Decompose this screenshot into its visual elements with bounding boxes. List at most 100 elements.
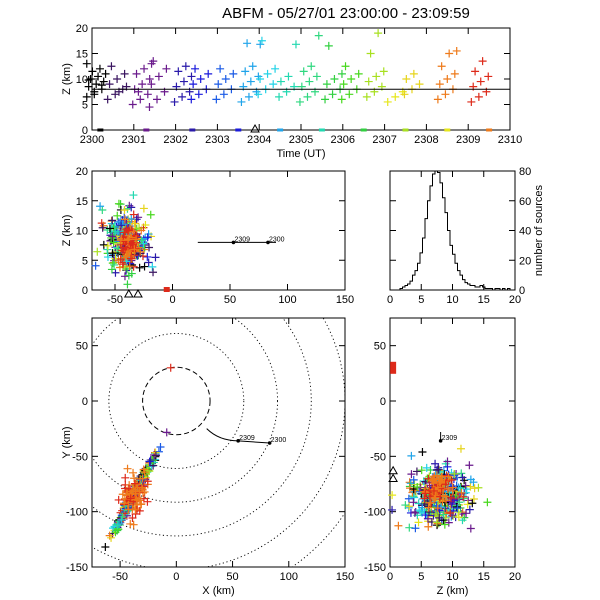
source-point	[162, 428, 171, 437]
source-point	[132, 495, 141, 504]
source-point	[409, 498, 418, 507]
station-marker	[123, 288, 134, 298]
source-point	[391, 92, 400, 101]
source-point	[410, 493, 419, 502]
source-point	[130, 474, 139, 483]
source-point	[330, 75, 339, 83]
source-point	[135, 487, 144, 496]
source-point	[113, 75, 122, 83]
source-point	[405, 484, 414, 493]
source-point	[422, 463, 431, 472]
source-point	[394, 521, 403, 530]
source-point	[388, 505, 397, 514]
source-point	[337, 95, 346, 104]
source-point	[454, 507, 463, 516]
plot-frame	[91, 317, 346, 568]
source-point	[383, 97, 392, 106]
source-point	[314, 31, 323, 40]
source-point	[271, 64, 280, 73]
source-point	[135, 506, 144, 515]
range-ring	[142, 366, 211, 436]
source-point	[221, 75, 230, 83]
source-point	[143, 233, 152, 242]
source-point	[97, 81, 106, 90]
source-point	[140, 262, 149, 271]
source-point	[174, 67, 183, 76]
source-point	[154, 72, 163, 81]
source-point	[105, 80, 114, 89]
x-tick-label: 2300	[80, 134, 104, 146]
station-marker	[133, 288, 143, 298]
source-point	[120, 228, 129, 237]
source-point	[189, 80, 198, 89]
track-point	[267, 441, 272, 445]
source-point	[244, 92, 253, 101]
track-point	[231, 240, 236, 245]
x-tick-label: 5	[418, 571, 424, 583]
source-point	[138, 488, 147, 497]
source-point	[117, 221, 126, 230]
source-point	[461, 481, 470, 490]
source-point	[194, 90, 203, 99]
source-point	[299, 67, 308, 76]
source-point	[114, 495, 123, 504]
source-point	[125, 262, 134, 271]
x-tick-label: 0	[387, 571, 393, 583]
range-ring	[92, 318, 278, 503]
source-point	[431, 510, 440, 519]
source-point	[476, 77, 485, 86]
source-point	[435, 513, 444, 522]
source-point	[129, 191, 138, 200]
x-tick-label: 2310	[498, 134, 522, 146]
source-point	[440, 520, 449, 529]
y-tick-label: 10	[76, 74, 88, 86]
source-point	[418, 448, 427, 457]
source-point	[404, 494, 413, 503]
y-tick-label: -100	[66, 507, 88, 519]
source-point	[105, 224, 114, 233]
source-point	[178, 92, 187, 101]
source-point	[92, 80, 101, 89]
x-tick-label: 2308	[414, 134, 438, 146]
y-tick-label: 15	[76, 49, 88, 61]
source-point	[162, 64, 171, 73]
source-point	[372, 72, 381, 81]
source-point	[128, 505, 137, 514]
station-marker	[388, 473, 398, 482]
source-point	[107, 533, 116, 542]
source-point	[140, 64, 149, 73]
track-label: 2300	[269, 236, 285, 243]
source-point	[430, 472, 439, 481]
source-point	[442, 471, 451, 480]
source-point	[107, 265, 116, 274]
source-point	[456, 484, 465, 493]
y-tick-label: 50	[374, 341, 386, 353]
source-point	[421, 489, 430, 498]
source-point	[424, 522, 433, 531]
source-point	[447, 493, 456, 502]
source-point	[407, 451, 416, 460]
source-point	[411, 507, 420, 516]
plot-frame	[389, 170, 516, 291]
source-point	[463, 500, 472, 509]
source-point	[118, 220, 127, 229]
source-point	[417, 507, 426, 516]
source-point	[131, 486, 140, 495]
source-point	[450, 69, 459, 78]
source-point	[415, 80, 424, 89]
source-point	[121, 473, 130, 482]
track-point	[236, 439, 240, 443]
source-point	[95, 64, 104, 73]
y-tick-label: 15	[76, 196, 88, 208]
source-point	[138, 474, 147, 483]
source-point	[457, 488, 466, 497]
y-tick-label: -50	[370, 451, 386, 463]
y-tick-label: 5	[82, 255, 88, 267]
source-point	[109, 238, 118, 247]
source-point	[374, 29, 383, 38]
x-axis-label: X (km)	[202, 585, 234, 597]
source-point	[243, 39, 252, 48]
source-point	[426, 498, 435, 507]
source-point	[111, 227, 120, 236]
y-tick-label: -50	[72, 451, 88, 463]
